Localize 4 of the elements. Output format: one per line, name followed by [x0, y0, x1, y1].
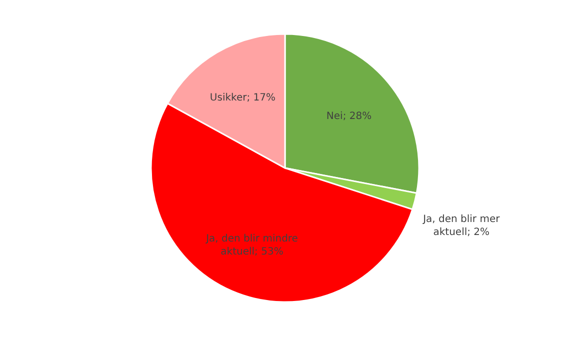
slice-label: Ja, den blir mindre aktuell; 53% — [205, 234, 298, 258]
slice-label: Usikker; 17% — [210, 92, 276, 104]
slice-label: Ja, den blir mer aktuell; 2% — [422, 214, 501, 238]
slice-label: Nei; 28% — [326, 111, 372, 122]
